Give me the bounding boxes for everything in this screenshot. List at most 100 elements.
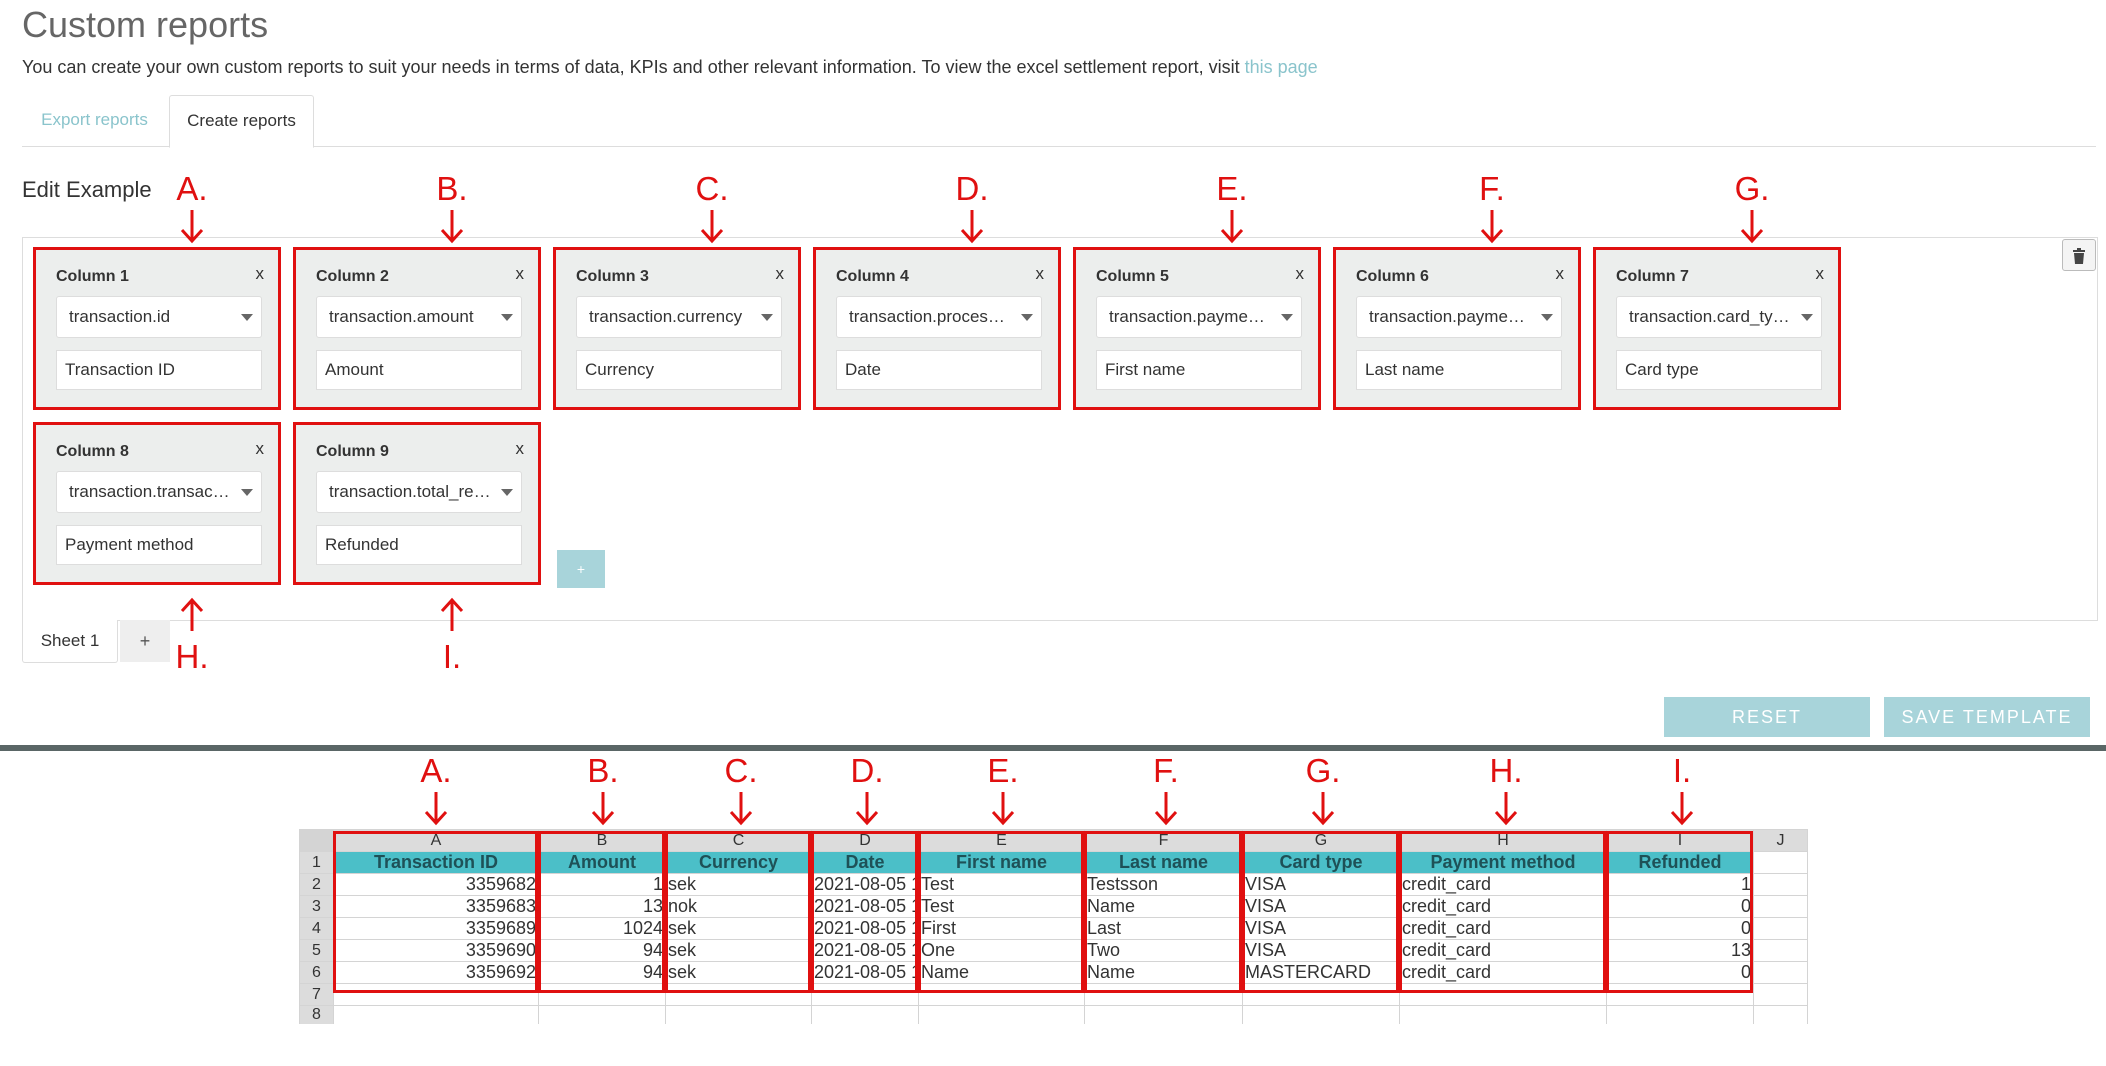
sheet-cell[interactable]: credit_card [1399,873,1607,896]
save-template-button[interactable]: SAVE TEMPLATE [1884,697,2090,737]
column-label-input[interactable]: Refunded [316,525,522,565]
sheet-cell[interactable] [1753,939,1808,962]
remove-column-button[interactable]: x [1295,264,1305,283]
annotation-label-d: D. [955,170,989,207]
column-title: Column 1 [56,268,129,285]
row-number[interactable]: 3 [299,895,334,918]
sheet-column-highlight [1084,831,1242,993]
column-header-j[interactable]: J [1753,829,1808,852]
sheet-cell[interactable]: VISA [1242,895,1400,918]
column-label-input[interactable]: First name [1096,350,1302,390]
sheet-cell[interactable] [1753,1005,1808,1024]
row-number[interactable]: 1 [299,851,334,874]
sheet-cell[interactable] [1753,851,1808,874]
sheet-cell[interactable]: credit_card [1399,917,1607,940]
sheet-cell[interactable]: Two [1084,939,1243,962]
field-select[interactable]: transaction.payment_… [1096,296,1302,338]
column-header-a[interactable]: A [333,829,539,852]
sheet-cell[interactable] [1753,917,1808,940]
sheet-cell[interactable]: 3359690 [333,939,539,962]
tab-export-reports[interactable]: Export reports [41,110,148,129]
sheet-cell[interactable]: credit_card [1399,961,1607,984]
remove-column-button[interactable]: x [1555,264,1565,283]
arrow-down-icon [1303,790,1343,826]
sheet-cell[interactable]: credit_card [1399,939,1607,962]
column-header-e[interactable]: E [918,829,1085,852]
sheet-header-cell[interactable]: Currency [665,851,812,874]
sheet-cell[interactable] [665,1005,812,1024]
sheet-cell[interactable] [1606,1005,1754,1024]
this-page-link[interactable]: this page [1244,57,1318,77]
annotation-label-b: B. [436,170,468,207]
column-label-input[interactable]: Last name [1356,350,1562,390]
field-select[interactable]: transaction.card_type [1616,296,1822,338]
field-select[interactable]: transaction.currency [576,296,782,338]
sheet-cell[interactable]: Name [1084,961,1243,984]
sheet-cell[interactable] [1753,983,1808,1006]
row-number[interactable]: 2 [299,873,334,896]
column-label-input[interactable]: Transaction ID [56,350,262,390]
field-select[interactable]: transaction.transactio… [56,471,262,513]
edit-template-title: Edit Example [22,177,152,202]
remove-column-button[interactable]: x [1815,264,1825,283]
sheet-cell[interactable] [1399,1005,1607,1024]
arrow-down-icon [432,208,472,244]
sheet-cell[interactable] [811,1005,919,1024]
description-text: You can create your own custom reports t… [22,57,1240,77]
sheet-header-cell[interactable]: Card type [1242,851,1400,874]
column-header-h[interactable]: H [1399,829,1607,852]
remove-column-button[interactable]: x [515,264,525,283]
sheet-cell[interactable] [538,1005,666,1024]
remove-column-button[interactable]: x [775,264,785,283]
field-select[interactable]: transaction.total_refu… [316,471,522,513]
sheet-cell[interactable] [918,1005,1085,1024]
tab-create-reports[interactable]: Create reports [169,95,314,148]
arrow-down-icon [847,790,887,826]
sheet-cell[interactable]: MASTERCARD [1242,961,1400,984]
sheet-corner[interactable] [299,829,334,852]
sheet-header-cell[interactable]: First name [918,851,1085,874]
sheet-cell[interactable]: sek [665,917,812,940]
sheet-cell[interactable]: First [918,917,1085,940]
sheet-cell[interactable] [1084,1005,1243,1024]
row-number[interactable]: 6 [299,961,334,984]
sheet-cell[interactable] [1753,895,1808,918]
row-number[interactable]: 4 [299,917,334,940]
field-select[interactable]: transaction.id [56,296,262,338]
field-select[interactable]: transaction.processed… [836,296,1042,338]
remove-column-button[interactable]: x [515,439,525,458]
column-label-input[interactable]: Date [836,350,1042,390]
remove-column-button[interactable]: x [255,439,265,458]
sheet-cell[interactable]: 2021-08-05 1 [811,873,919,896]
reset-button[interactable]: RESET [1664,697,1870,737]
sheet-cell[interactable] [1753,961,1808,984]
add-sheet-button[interactable]: + [120,620,170,662]
row-number[interactable]: 7 [299,983,334,1006]
sheet-cell[interactable] [1242,1005,1400,1024]
sheet-cell[interactable]: Name [1084,895,1243,918]
field-select[interactable]: transaction.amount [316,296,522,338]
sheet-header-cell[interactable]: Refunded [1606,851,1754,874]
add-column-button[interactable]: + [557,550,605,588]
chevron-down-icon [1541,314,1553,321]
column-card-7: Column 7 x transaction.card_type Card type [1593,247,1841,410]
column-label-input[interactable]: Currency [576,350,782,390]
sheet-cell[interactable]: One [918,939,1085,962]
remove-column-button[interactable]: x [255,264,265,283]
sheet-cell[interactable]: Testsson [1084,873,1243,896]
arrow-down-icon [721,790,761,826]
column-label-input[interactable]: Card type [1616,350,1822,390]
sheet-tab-1[interactable]: Sheet 1 [22,620,118,663]
field-select[interactable]: transaction.payment_… [1356,296,1562,338]
row-number[interactable]: 5 [299,939,334,962]
chevron-down-icon [241,314,253,321]
column-header-g[interactable]: G [1242,829,1400,852]
column-label-input[interactable]: Payment method [56,525,262,565]
row-number[interactable]: 8 [299,1005,334,1024]
remove-column-button[interactable]: x [1035,264,1045,283]
delete-template-button[interactable] [2062,239,2096,271]
column-label-input[interactable]: Amount [316,350,522,390]
sheet-cell[interactable] [333,1005,539,1024]
sheet-cell[interactable] [1753,873,1808,896]
sheet-cell[interactable]: 2021-08-05 1 [811,895,919,918]
